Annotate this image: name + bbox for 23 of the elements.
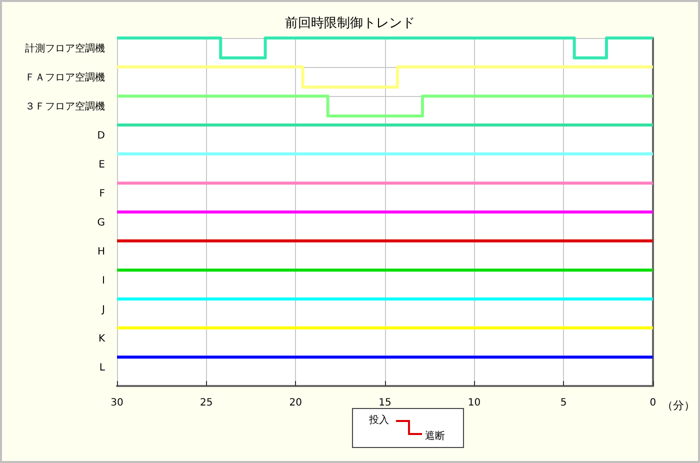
x-tick-label: 20 bbox=[289, 398, 302, 408]
text: 遮断 bbox=[425, 430, 445, 443]
x-tick-label: 30 bbox=[110, 398, 124, 408]
text: 投入 bbox=[369, 414, 389, 427]
x-axis-title: （分） bbox=[662, 399, 695, 412]
series-label: ＦＡフロア空調機 bbox=[25, 72, 105, 84]
series-label: J bbox=[101, 304, 105, 316]
series-label: E bbox=[98, 160, 105, 170]
x-tick-label: 5 bbox=[560, 398, 567, 408]
series-label: 計測フロア空調機 bbox=[25, 42, 105, 54]
x-tick-label: 25 bbox=[200, 398, 213, 408]
series-label: ３Ｆフロア空調機 bbox=[25, 100, 105, 112]
series-label: F bbox=[99, 188, 106, 200]
x-tick-label: 15 bbox=[378, 398, 392, 408]
series-label: K bbox=[98, 334, 106, 344]
series-label: L bbox=[99, 362, 106, 374]
x-tick-label: 0 bbox=[650, 398, 656, 408]
series-label: D bbox=[97, 130, 106, 142]
series-label: G bbox=[97, 218, 105, 228]
x-tick-label: 10 bbox=[468, 398, 481, 408]
series-label: I bbox=[102, 276, 105, 286]
series-label: H bbox=[97, 246, 105, 258]
chart-title: 前回時限制御トレンド bbox=[285, 16, 415, 31]
